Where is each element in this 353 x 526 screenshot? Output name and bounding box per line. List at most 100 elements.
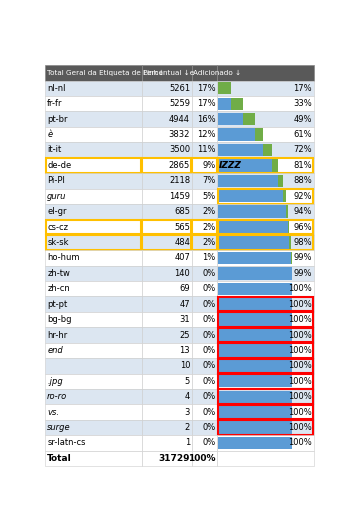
Text: 100%: 100% <box>189 454 216 463</box>
Bar <box>142 173 192 188</box>
Bar <box>142 158 192 173</box>
Bar <box>142 65 192 80</box>
Bar <box>142 281 192 297</box>
Text: 98%: 98% <box>293 238 312 247</box>
Bar <box>217 65 313 80</box>
Text: 0%: 0% <box>203 315 216 324</box>
Bar <box>142 204 192 219</box>
Text: Percentual ↓e: Percentual ↓e <box>143 70 195 76</box>
Bar <box>218 360 292 372</box>
Text: 0%: 0% <box>203 284 216 294</box>
Bar <box>217 127 313 142</box>
Text: 100%: 100% <box>288 439 312 448</box>
Bar <box>46 219 142 235</box>
Text: 0%: 0% <box>203 361 216 370</box>
Bar <box>142 420 192 436</box>
Bar <box>218 374 313 389</box>
Bar <box>218 144 263 156</box>
Text: 140: 140 <box>174 269 190 278</box>
Bar <box>192 404 217 420</box>
Text: 100%: 100% <box>288 377 312 386</box>
Text: 2: 2 <box>185 423 190 432</box>
Text: 5261: 5261 <box>169 84 190 93</box>
Bar <box>217 420 313 436</box>
Bar <box>218 235 313 250</box>
Bar <box>46 373 142 389</box>
Bar <box>217 451 313 466</box>
Bar <box>142 436 192 451</box>
Bar <box>192 65 217 80</box>
Bar <box>142 80 192 96</box>
Bar <box>217 112 313 127</box>
Text: 31729: 31729 <box>158 454 190 463</box>
Bar <box>192 80 217 96</box>
Bar <box>217 327 313 343</box>
Bar <box>288 221 289 233</box>
Bar <box>192 112 217 127</box>
Bar <box>218 267 292 279</box>
Bar <box>218 206 286 218</box>
Bar <box>192 173 217 188</box>
Bar <box>46 343 142 358</box>
Text: sk-sk: sk-sk <box>47 238 68 247</box>
Text: 0%: 0% <box>203 439 216 448</box>
Text: 2118: 2118 <box>169 176 190 185</box>
Bar <box>142 297 192 312</box>
Text: de-de: de-de <box>47 161 71 170</box>
Text: guru: guru <box>47 192 66 201</box>
Text: 1: 1 <box>185 439 190 448</box>
Text: 4944: 4944 <box>169 115 190 124</box>
Bar <box>231 97 243 110</box>
Bar <box>46 188 142 204</box>
Bar <box>218 158 313 173</box>
Bar <box>46 173 142 188</box>
Text: cs-cz: cs-cz <box>47 222 68 231</box>
Bar <box>255 128 263 141</box>
Text: 4: 4 <box>185 392 190 401</box>
Bar <box>218 189 313 204</box>
Text: 16%: 16% <box>197 115 216 124</box>
Bar <box>217 188 313 204</box>
Bar <box>217 235 313 250</box>
Bar <box>278 175 283 187</box>
Text: 100%: 100% <box>288 361 312 370</box>
Bar <box>218 421 292 434</box>
Bar <box>46 158 142 173</box>
Text: sr-latn-cs: sr-latn-cs <box>47 439 86 448</box>
Bar <box>46 297 142 312</box>
Bar <box>218 113 243 125</box>
Bar <box>218 298 292 310</box>
Bar <box>46 65 142 80</box>
Bar <box>217 281 313 297</box>
Bar <box>46 235 141 250</box>
Bar <box>217 389 313 404</box>
Bar <box>46 312 142 327</box>
Bar <box>46 266 142 281</box>
Bar <box>192 204 217 219</box>
Bar <box>46 404 142 420</box>
Bar <box>218 159 271 171</box>
Bar <box>46 96 142 112</box>
Bar <box>218 297 313 311</box>
Bar <box>217 96 313 112</box>
Bar <box>142 188 192 204</box>
Bar <box>142 327 192 343</box>
Text: 0%: 0% <box>203 392 216 401</box>
Text: 1%: 1% <box>203 254 216 262</box>
Bar <box>46 327 142 343</box>
Text: 61%: 61% <box>293 130 312 139</box>
Text: 33%: 33% <box>293 99 312 108</box>
Bar <box>218 345 292 357</box>
Bar <box>286 206 288 218</box>
Text: 0%: 0% <box>203 346 216 355</box>
Bar <box>291 252 292 264</box>
Text: bg-bg: bg-bg <box>47 315 72 324</box>
Text: 2%: 2% <box>203 238 216 247</box>
Bar <box>289 236 291 249</box>
Bar <box>142 127 192 142</box>
Bar <box>217 173 313 188</box>
Bar <box>218 375 292 388</box>
Text: 100%: 100% <box>288 392 312 401</box>
Text: 69: 69 <box>179 284 190 294</box>
Bar <box>192 235 217 250</box>
